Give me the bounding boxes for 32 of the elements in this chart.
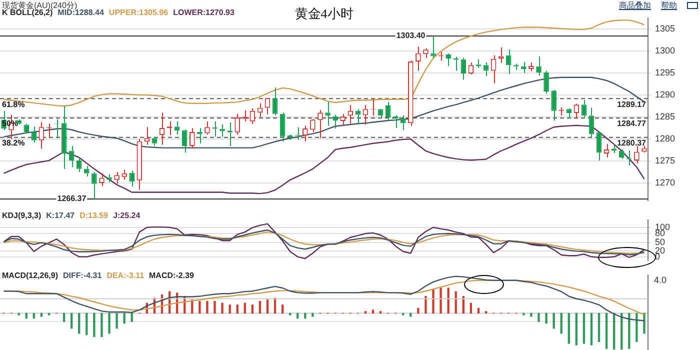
text: 4.0 xyxy=(654,275,667,285)
text: K:17.47 xyxy=(46,211,75,220)
series-label: DIFF:-4.31 xyxy=(63,271,102,280)
y-tick-label: 1280 xyxy=(655,133,676,144)
series-label: MACD:-2.39 xyxy=(149,271,194,280)
annotation: 1303.40 xyxy=(396,31,426,40)
text: 帮助 xyxy=(661,0,677,11)
text: MID:1288.44 xyxy=(58,8,104,17)
y-tick-label: 1290 xyxy=(655,89,676,100)
legend-title: MACD(12,26,9) xyxy=(2,271,58,280)
annotation: 61.8% xyxy=(2,100,25,109)
annotation: 38.2% xyxy=(2,138,25,148)
y-tick-label: 50 xyxy=(655,236,666,247)
text: UPPER:1305.96 xyxy=(108,8,168,17)
y-tick-label: 1300 xyxy=(655,45,676,56)
y-tick-label: 1270 xyxy=(655,177,676,188)
text: DEA:-3.11 xyxy=(106,271,144,280)
chart-subtitle: 现货黄金(AU)(240分) xyxy=(2,0,78,10)
chart-title: 黄金4小时 xyxy=(294,6,354,21)
series-label: J:25.24 xyxy=(113,211,140,220)
y-tick-label: 1305 xyxy=(655,23,676,34)
y-tick-label: 1295 xyxy=(655,67,676,78)
y-tick-label: 1275 xyxy=(655,155,676,166)
text: D:13.59 xyxy=(80,211,108,220)
text: 商品叠加 xyxy=(619,0,651,11)
ref-line-label: 1284.77 xyxy=(617,119,647,128)
ref-line-label: 1289.17 xyxy=(617,100,647,109)
y-tick-label: 1285 xyxy=(655,111,676,122)
annotation: 1266.37 xyxy=(57,194,87,204)
legend-title: KDJ(9,3,3) xyxy=(2,211,42,220)
text: LOWER:1270.93 xyxy=(173,8,234,17)
ref-line-label: 1280.37 xyxy=(617,138,647,148)
